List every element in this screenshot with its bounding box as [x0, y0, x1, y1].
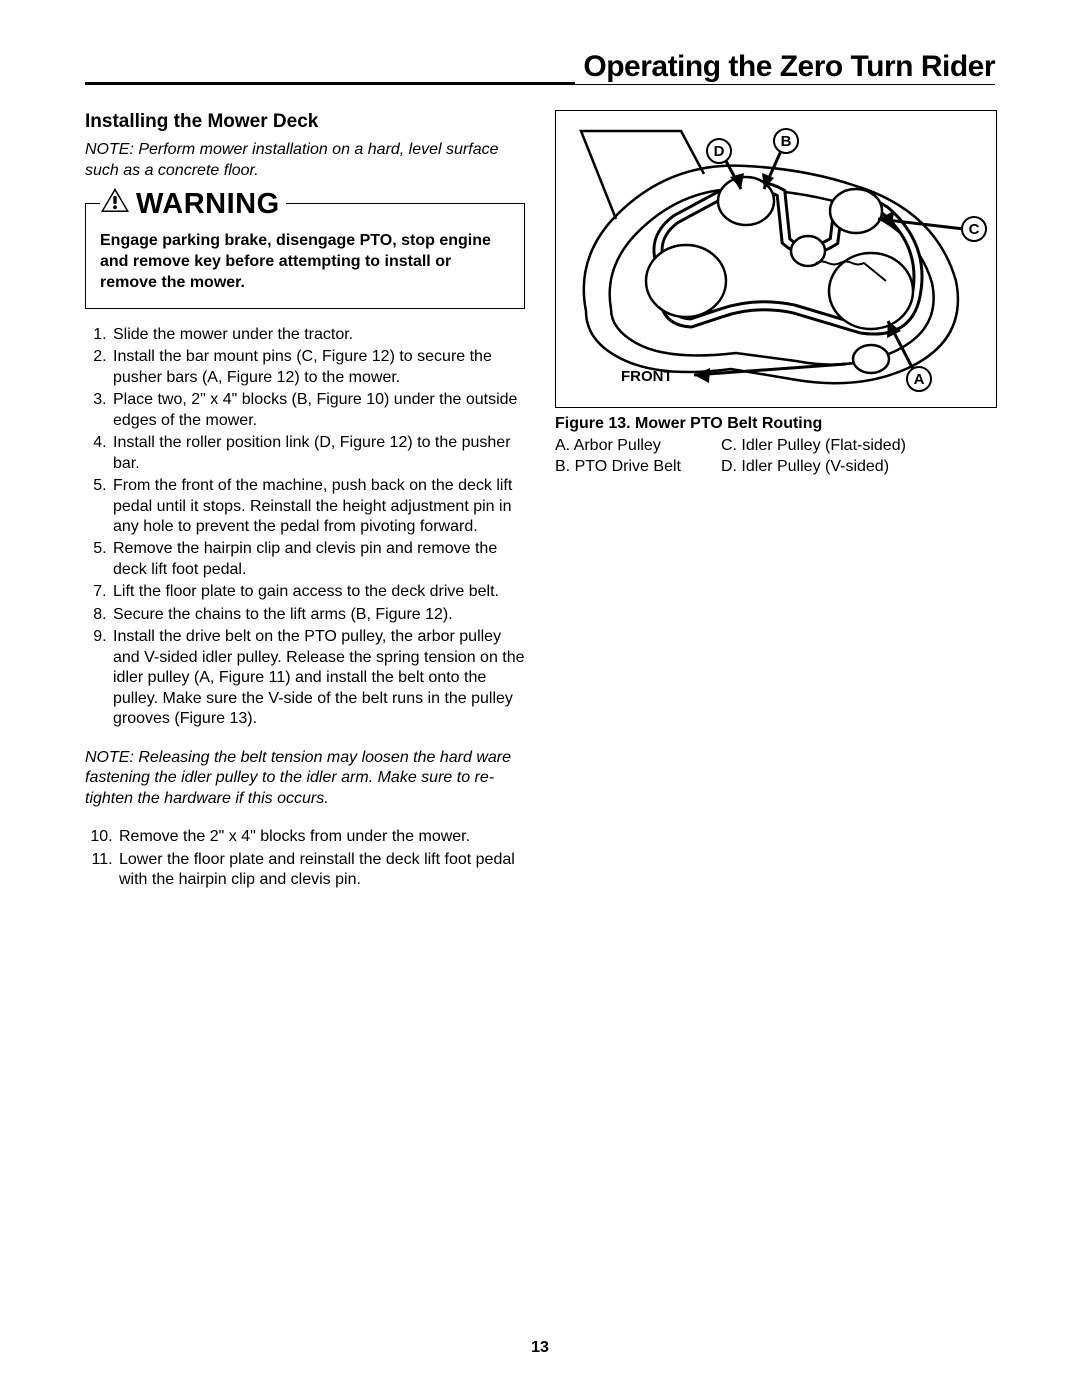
- step-item: From the front of the machine, push back…: [111, 476, 525, 537]
- figure-caption: Figure 13. Mower PTO Belt Routing: [555, 414, 995, 434]
- document-title: Operating the Zero Turn Rider: [575, 50, 995, 84]
- page-number: 13: [0, 1339, 1080, 1357]
- step-item: Remove the hairpin clip and clevis pin a…: [111, 539, 525, 580]
- step-item: Install the bar mount pins (C, Figure 12…: [111, 347, 525, 388]
- key-b: B. PTO Drive Belt: [555, 457, 681, 477]
- callout-b: B: [781, 133, 792, 150]
- key-a: A. Arbor Pulley: [555, 436, 681, 456]
- warning-label: WARNING: [136, 186, 280, 223]
- key-c: C. Idler Pulley (Flat-sided): [721, 436, 906, 456]
- callout-d: D: [714, 143, 725, 160]
- page: Operating the Zero Turn Rider Installing…: [0, 0, 1080, 1397]
- callout-a: A: [914, 371, 925, 388]
- warning-box: WARNING Engage parking brake, disengage …: [85, 203, 525, 309]
- section-heading: Installing the Mower Deck: [85, 110, 525, 134]
- warning-triangle-icon: [100, 186, 130, 223]
- front-label: FRONT: [621, 368, 673, 385]
- right-column: FRONT B D: [555, 110, 995, 892]
- warning-body: Engage parking brake, disengage PTO, sto…: [100, 231, 510, 293]
- figure-key-col-1: A. Arbor Pulley B. PTO Drive Belt: [555, 436, 681, 477]
- step-item: Lift the floor plate to gain access to t…: [111, 582, 525, 602]
- step-item: Install the drive belt on the PTO pulley…: [111, 627, 525, 729]
- step-item: Install the roller position link (D, Fig…: [111, 433, 525, 474]
- belt-routing-diagram: FRONT B D: [556, 111, 996, 407]
- warning-heading: WARNING: [100, 186, 286, 223]
- note-1: NOTE: Perform mower installation on a ha…: [85, 140, 525, 181]
- step-item: Lower the floor plate and reinstall the …: [117, 850, 525, 891]
- note-2: NOTE: Releasing the belt tension may loo…: [85, 748, 525, 809]
- step-item: Secure the chains to the lift arms (B, F…: [111, 605, 525, 625]
- key-d: D. Idler Pulley (V-sided): [721, 457, 906, 477]
- left-column: Installing the Mower Deck NOTE: Perform …: [85, 110, 525, 892]
- figure-key-col-2: C. Idler Pulley (Flat-sided) D. Idler Pu…: [721, 436, 906, 477]
- install-steps-list-a: Slide the mower under the tractor. Insta…: [85, 325, 525, 730]
- callout-c: C: [969, 221, 980, 238]
- step-item: Remove the 2" x 4" blocks from under the…: [117, 827, 525, 847]
- install-steps-list-b: Remove the 2" x 4" blocks from under the…: [85, 827, 525, 890]
- figure-13: FRONT B D: [555, 110, 997, 408]
- step-item: Slide the mower under the tractor.: [111, 325, 525, 345]
- content-columns: Installing the Mower Deck NOTE: Perform …: [85, 110, 995, 892]
- figure-key: A. Arbor Pulley B. PTO Drive Belt C. Idl…: [555, 436, 995, 477]
- step-item: Place two, 2" x 4" blocks (B, Figure 10)…: [111, 390, 525, 431]
